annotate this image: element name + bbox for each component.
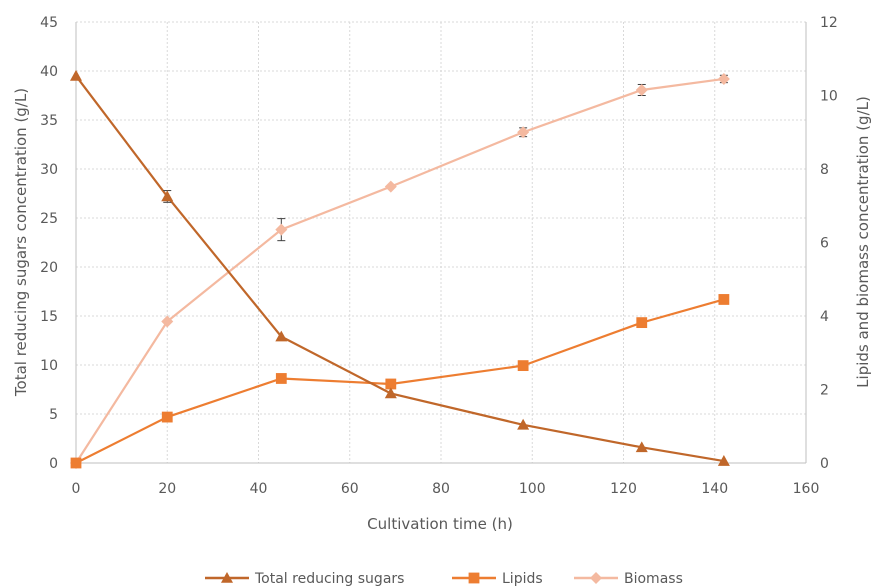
x-tick-labels: 0 20 40 60 80 100 120 140 160 [72, 481, 820, 497]
series-line-lipids [75, 298, 725, 464]
gridlines [76, 21, 807, 463]
x-tick-label: 20 [158, 481, 176, 497]
legend-marker [590, 572, 602, 584]
y-left-tick-label: 15 [40, 309, 58, 325]
y-right-tick-label: 12 [820, 15, 838, 31]
legend-label: Biomass [624, 571, 683, 587]
y-right-tick-label: 10 [820, 89, 838, 105]
data-point-lipids [70, 457, 82, 469]
series-line-total-reducing-sugars [75, 75, 725, 463]
y-left-tick-label: 25 [40, 211, 58, 227]
data-point-biomass [275, 223, 288, 236]
x-tick-label: 0 [72, 481, 81, 497]
x-tick-label: 120 [610, 481, 637, 497]
x-axis-title: Cultivation time (h) [367, 515, 513, 533]
legend: Total reducing sugars Lipids Biomass [205, 571, 683, 587]
legend-label: Lipids [502, 571, 543, 587]
series-line-biomass [75, 77, 725, 464]
data-point-total-reducing-sugars [275, 330, 288, 342]
y-right-tick-label: 4 [820, 309, 829, 325]
y-left-tick-labels: 0 5 10 15 20 25 30 35 40 45 [40, 15, 58, 472]
data-point-total-reducing-sugars [384, 387, 397, 399]
legend-label: Total reducing sugars [254, 571, 404, 587]
series-total-reducing-sugars [70, 69, 730, 466]
y-left-tick-label: 5 [49, 407, 58, 423]
data-point-lipids [718, 294, 730, 305]
legend-item-total-reducing-sugars: Total reducing sugars [205, 571, 404, 587]
y-left-tick-label: 0 [49, 456, 58, 472]
data-point-lipids [636, 317, 648, 329]
legend-item-biomass: Biomass [574, 571, 683, 587]
data-point-biomass [717, 72, 730, 85]
series-group [70, 69, 730, 469]
x-tick-label: 140 [701, 481, 728, 497]
y-left-tick-label: 20 [40, 260, 58, 276]
series-biomass [70, 72, 730, 469]
legend-marker [221, 572, 233, 583]
x-tick-label: 100 [519, 481, 546, 497]
x-tick-label: 40 [250, 481, 268, 497]
y-right-tick-label: 2 [820, 383, 829, 399]
data-point-total-reducing-sugars [161, 190, 174, 202]
data-point-total-reducing-sugars [70, 69, 82, 81]
data-point-biomass [635, 83, 648, 96]
y-right-tick-label: 0 [820, 456, 829, 472]
data-point-lipids [385, 378, 397, 390]
legend-item-lipids: Lipids [452, 571, 543, 587]
axes [75, 22, 807, 464]
series-lipids [70, 294, 730, 469]
y-right-tick-labels: 0 2 4 6 8 10 12 [820, 15, 838, 472]
y-left-tick-label: 40 [40, 64, 58, 80]
y-right-tick-label: 6 [820, 236, 829, 252]
x-tick-label: 80 [432, 481, 450, 497]
y-right-tick-label: 8 [820, 162, 829, 178]
x-tick-label: 60 [341, 481, 359, 497]
y-left-axis-title: Total reducing sugars concentration (g/L… [12, 88, 30, 397]
y-left-tick-label: 30 [40, 162, 58, 178]
x-tick-label: 160 [793, 481, 820, 497]
data-point-total-reducing-sugars [517, 418, 530, 430]
data-point-total-reducing-sugars [635, 441, 648, 453]
y-right-axis-title: Lipids and biomass concentration (g/L) [854, 96, 872, 388]
y-left-tick-label: 45 [40, 15, 58, 31]
data-point-total-reducing-sugars [717, 455, 730, 466]
y-left-tick-label: 10 [40, 358, 58, 374]
legend-marker [468, 572, 480, 584]
data-point-lipids [161, 411, 173, 423]
data-point-lipids [275, 373, 287, 384]
y-left-tick-label: 35 [40, 113, 58, 129]
data-point-biomass [384, 180, 397, 193]
data-point-biomass [517, 126, 530, 139]
data-point-biomass [161, 315, 174, 328]
data-point-lipids [517, 360, 529, 372]
